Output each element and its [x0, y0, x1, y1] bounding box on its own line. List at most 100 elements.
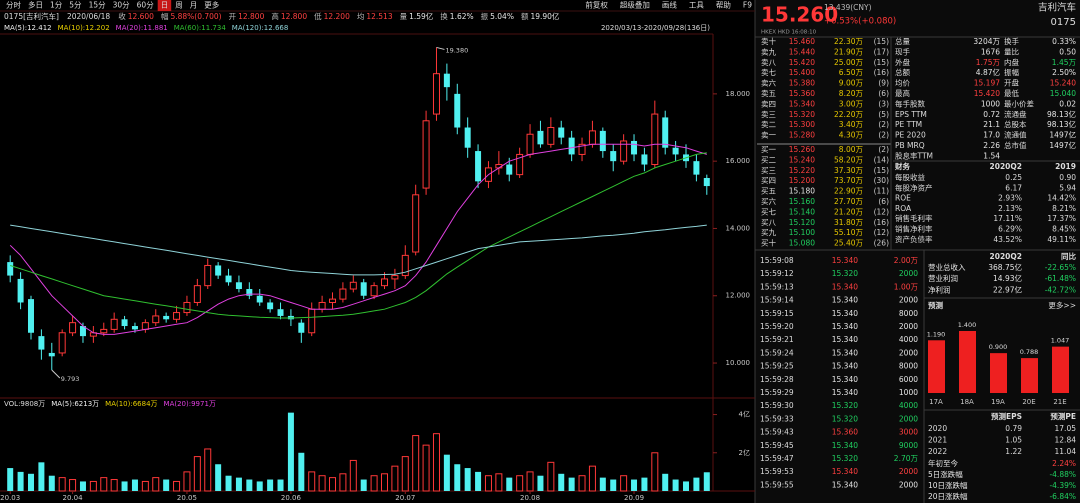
- volume-bar: [578, 475, 586, 492]
- tool-button[interactable]: 前复权: [585, 0, 608, 10]
- fin-value: 8.21%: [1052, 204, 1076, 213]
- volume-bar: [349, 459, 357, 492]
- fin-value: 8.45%: [1052, 225, 1076, 234]
- volume-bar: [495, 473, 503, 492]
- volume-bar: [256, 481, 263, 491]
- y-tick-label: 18.000: [726, 90, 751, 98]
- book-price: 15.380: [789, 79, 815, 88]
- eps-category: 20E: [1022, 398, 1035, 406]
- eps-value-label: 0.900: [989, 343, 1008, 351]
- quote-label: 换: [440, 11, 448, 21]
- tool-button[interactable]: 帮助: [716, 0, 731, 10]
- trade-price: 15.340: [832, 467, 858, 476]
- book-volume: 25.40万: [834, 239, 863, 248]
- stat-value: 21.1: [983, 120, 1000, 129]
- trade-time: 15:59:20: [760, 322, 794, 331]
- candle-body: [152, 315, 160, 324]
- stat-value: 0.33%: [1052, 37, 1076, 46]
- book-level: 卖五: [761, 89, 776, 98]
- book-level: 买一: [761, 145, 776, 154]
- forecast-year: 2022: [928, 447, 947, 456]
- period-tab[interactable]: 周: [175, 1, 183, 10]
- book-price: 15.300: [789, 120, 815, 129]
- fin-header: 财务: [894, 161, 910, 171]
- change-label: 10日涨跌幅: [928, 480, 968, 490]
- book-count: (16): [874, 218, 889, 227]
- stat-label: 内盘: [1004, 57, 1019, 67]
- candle-body: [298, 322, 305, 333]
- more-link[interactable]: 更多>>: [1048, 300, 1076, 310]
- candle-body: [215, 265, 222, 276]
- book-level: 卖八: [761, 58, 776, 67]
- stat-value: 15.197: [974, 79, 1000, 88]
- period-tab[interactable]: 30分: [113, 1, 131, 10]
- tool-button[interactable]: 画线: [662, 0, 677, 10]
- stat-label: 均价: [895, 78, 910, 88]
- candle-body: [401, 254, 409, 277]
- candle-body: [79, 326, 86, 337]
- trade-volume: 2000: [899, 322, 918, 331]
- last-price: 15.260: [761, 3, 838, 27]
- book-level: 买三: [761, 166, 776, 175]
- book-count: (12): [874, 207, 889, 216]
- candle-body: [443, 73, 450, 88]
- book-price: 15.240: [789, 155, 815, 164]
- period-tab[interactable]: 分时: [6, 0, 21, 10]
- tool-button[interactable]: 超级叠加: [620, 0, 650, 10]
- candle-body: [225, 275, 232, 283]
- period-tab[interactable]: 15分: [89, 1, 107, 10]
- book-level: 卖十: [761, 36, 776, 46]
- income-header: 同比: [1061, 251, 1077, 261]
- book-volume: 31.80万: [834, 218, 863, 227]
- change-value: -4.39%: [1049, 481, 1076, 490]
- income-label: 营业总收入: [928, 262, 966, 272]
- x-tick-label: 20.04: [63, 494, 84, 502]
- period-tab[interactable]: 日: [161, 1, 169, 10]
- stat-value: 2.26: [983, 141, 1000, 150]
- candle-body: [110, 318, 118, 330]
- change-value: -6.84%: [1049, 492, 1076, 501]
- candle-body: [131, 326, 138, 330]
- trade-volume: 2000: [899, 296, 918, 305]
- book-price: 15.220: [789, 166, 815, 175]
- stat-label: PE TTM: [895, 120, 922, 129]
- income-value: 22.97亿: [993, 284, 1022, 294]
- book-volume: 37.30万: [834, 166, 863, 175]
- forecast-value: 0.79: [1005, 424, 1022, 433]
- trade-price: 15.320: [832, 269, 858, 278]
- volume-bar: [651, 452, 659, 492]
- period-tab[interactable]: 1分: [50, 1, 63, 10]
- period-tab[interactable]: 多日: [28, 0, 43, 10]
- trade-time: 15:59:33: [760, 414, 794, 423]
- tool-button[interactable]: 工具: [689, 1, 704, 10]
- period-tab[interactable]: 月: [190, 1, 198, 10]
- volume-bar: [318, 475, 326, 492]
- tool-button[interactable]: F9: [743, 1, 752, 10]
- volume-bar: [703, 472, 710, 491]
- trade-volume: 3000: [899, 428, 918, 437]
- eps-category: 19A: [991, 398, 1005, 406]
- stat-label: 最小价差: [1004, 98, 1034, 108]
- change-label: 20日涨跌幅: [928, 491, 968, 501]
- volume-bar: [298, 452, 305, 491]
- fin-value: 0.25: [1005, 173, 1022, 182]
- change-value: -4.88%: [1049, 470, 1076, 479]
- period-tab[interactable]: 更多: [204, 0, 219, 10]
- trade-price: 15.340: [832, 282, 858, 291]
- book-level: 卖六: [761, 78, 776, 88]
- legend-entry: MA(10):12.202: [58, 24, 110, 32]
- book-count: (11): [874, 187, 889, 196]
- volume-bar: [683, 481, 690, 491]
- eps-value-label: 0.788: [1020, 348, 1039, 356]
- period-tab[interactable]: 5分: [69, 1, 82, 10]
- period-tab[interactable]: 60分: [137, 1, 155, 10]
- change-value: 2.24%: [1052, 459, 1076, 468]
- quote-label: 量: [400, 12, 408, 21]
- candle-body: [277, 309, 284, 316]
- trade-volume: 2000: [899, 414, 918, 423]
- candle-body: [141, 322, 149, 330]
- price-change: +0.53%(+0.080): [824, 17, 896, 27]
- candle-body: [516, 153, 524, 176]
- volume-bar: [48, 475, 55, 491]
- legend-entry: MA(60):11.734: [174, 24, 227, 32]
